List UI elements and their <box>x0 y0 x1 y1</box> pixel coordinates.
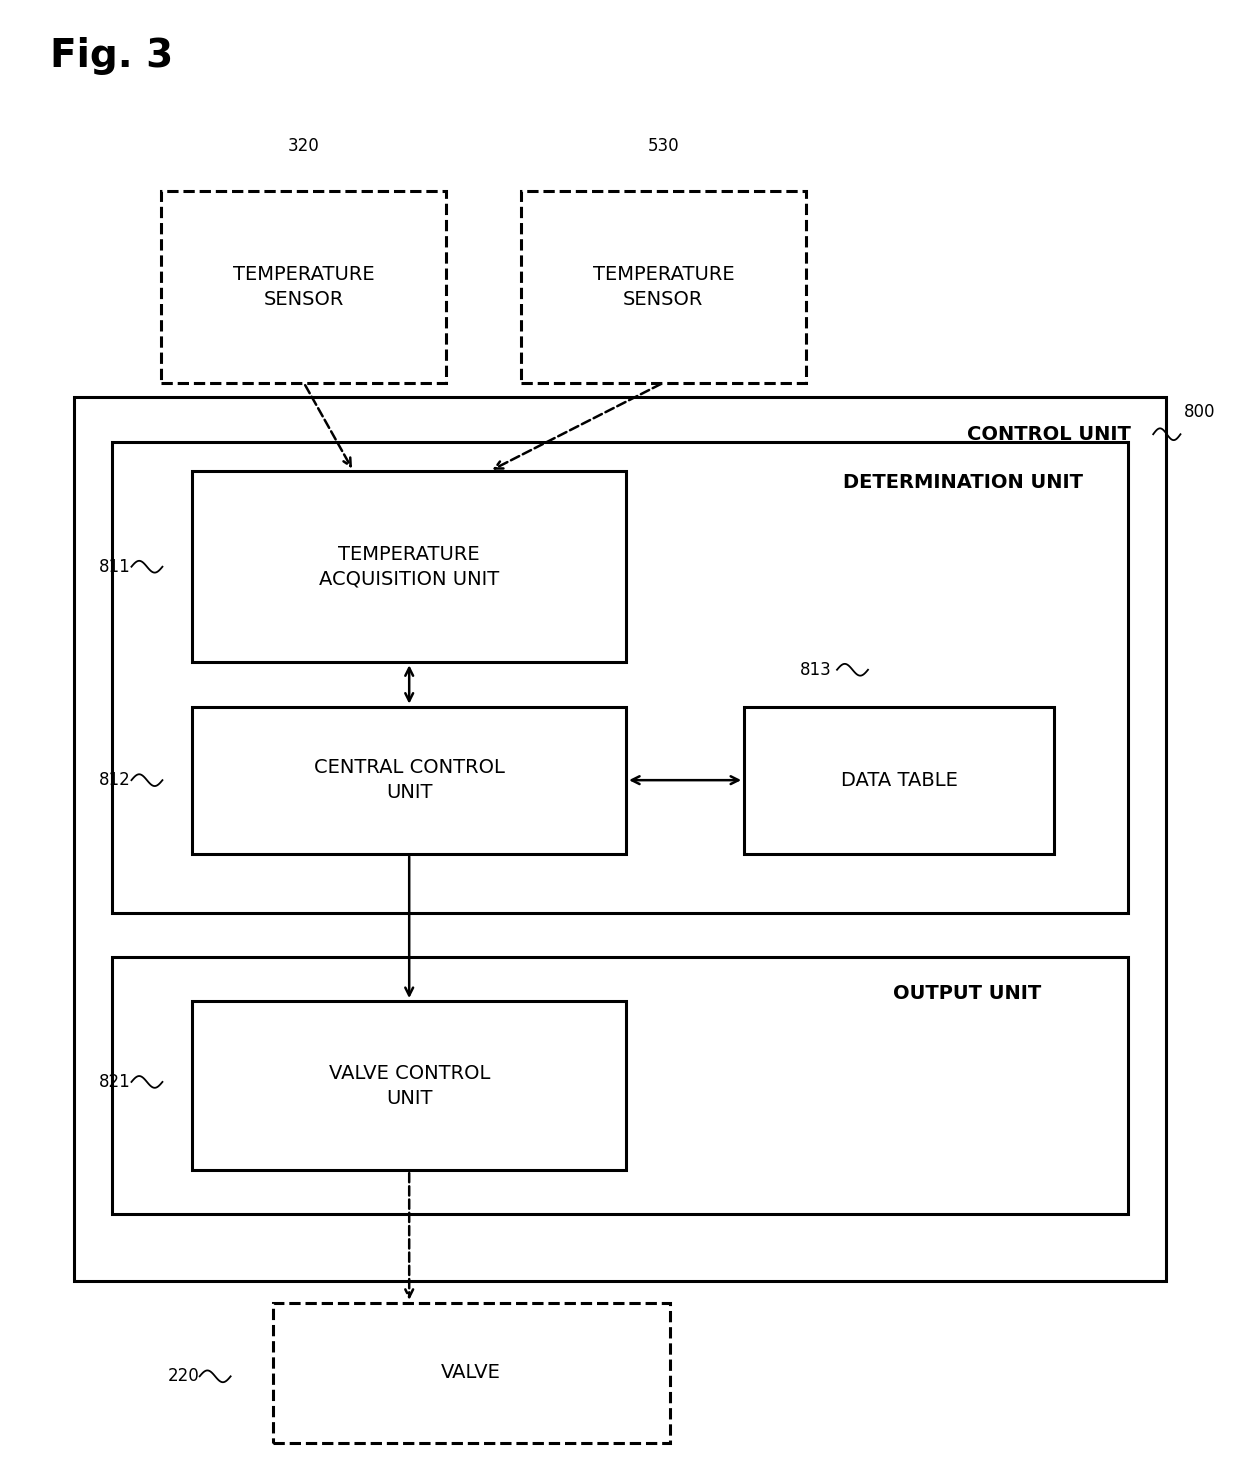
Text: 530: 530 <box>647 137 680 155</box>
Text: CONTROL UNIT: CONTROL UNIT <box>967 425 1131 443</box>
Bar <box>192 1001 626 1170</box>
Bar <box>112 442 1128 913</box>
Text: DATA TABLE: DATA TABLE <box>841 771 957 789</box>
Text: CENTRAL CONTROL
UNIT: CENTRAL CONTROL UNIT <box>314 758 505 802</box>
Text: 812: 812 <box>99 771 131 789</box>
Text: OUTPUT UNIT: OUTPUT UNIT <box>893 985 1042 1002</box>
Text: VALVE: VALVE <box>441 1363 501 1382</box>
Text: 800: 800 <box>1184 403 1215 421</box>
Text: 320: 320 <box>288 137 320 155</box>
Text: 220: 220 <box>167 1367 200 1385</box>
Bar <box>192 707 626 854</box>
Bar <box>161 191 446 383</box>
Bar <box>273 1303 670 1443</box>
Text: 821: 821 <box>99 1073 131 1091</box>
Bar <box>192 471 626 662</box>
Text: 813: 813 <box>800 661 832 679</box>
Bar <box>74 397 1166 1281</box>
Text: VALVE CONTROL
UNIT: VALVE CONTROL UNIT <box>329 1064 490 1107</box>
Text: TEMPERATURE
SENSOR: TEMPERATURE SENSOR <box>233 265 374 309</box>
Bar <box>744 707 1054 854</box>
Bar <box>112 957 1128 1214</box>
Text: TEMPERATURE
ACQUISITION UNIT: TEMPERATURE ACQUISITION UNIT <box>319 545 500 589</box>
Text: TEMPERATURE
SENSOR: TEMPERATURE SENSOR <box>593 265 734 309</box>
Bar <box>521 191 806 383</box>
Text: Fig. 3: Fig. 3 <box>50 37 172 75</box>
Text: DETERMINATION UNIT: DETERMINATION UNIT <box>843 474 1084 492</box>
Text: 811: 811 <box>99 558 131 576</box>
